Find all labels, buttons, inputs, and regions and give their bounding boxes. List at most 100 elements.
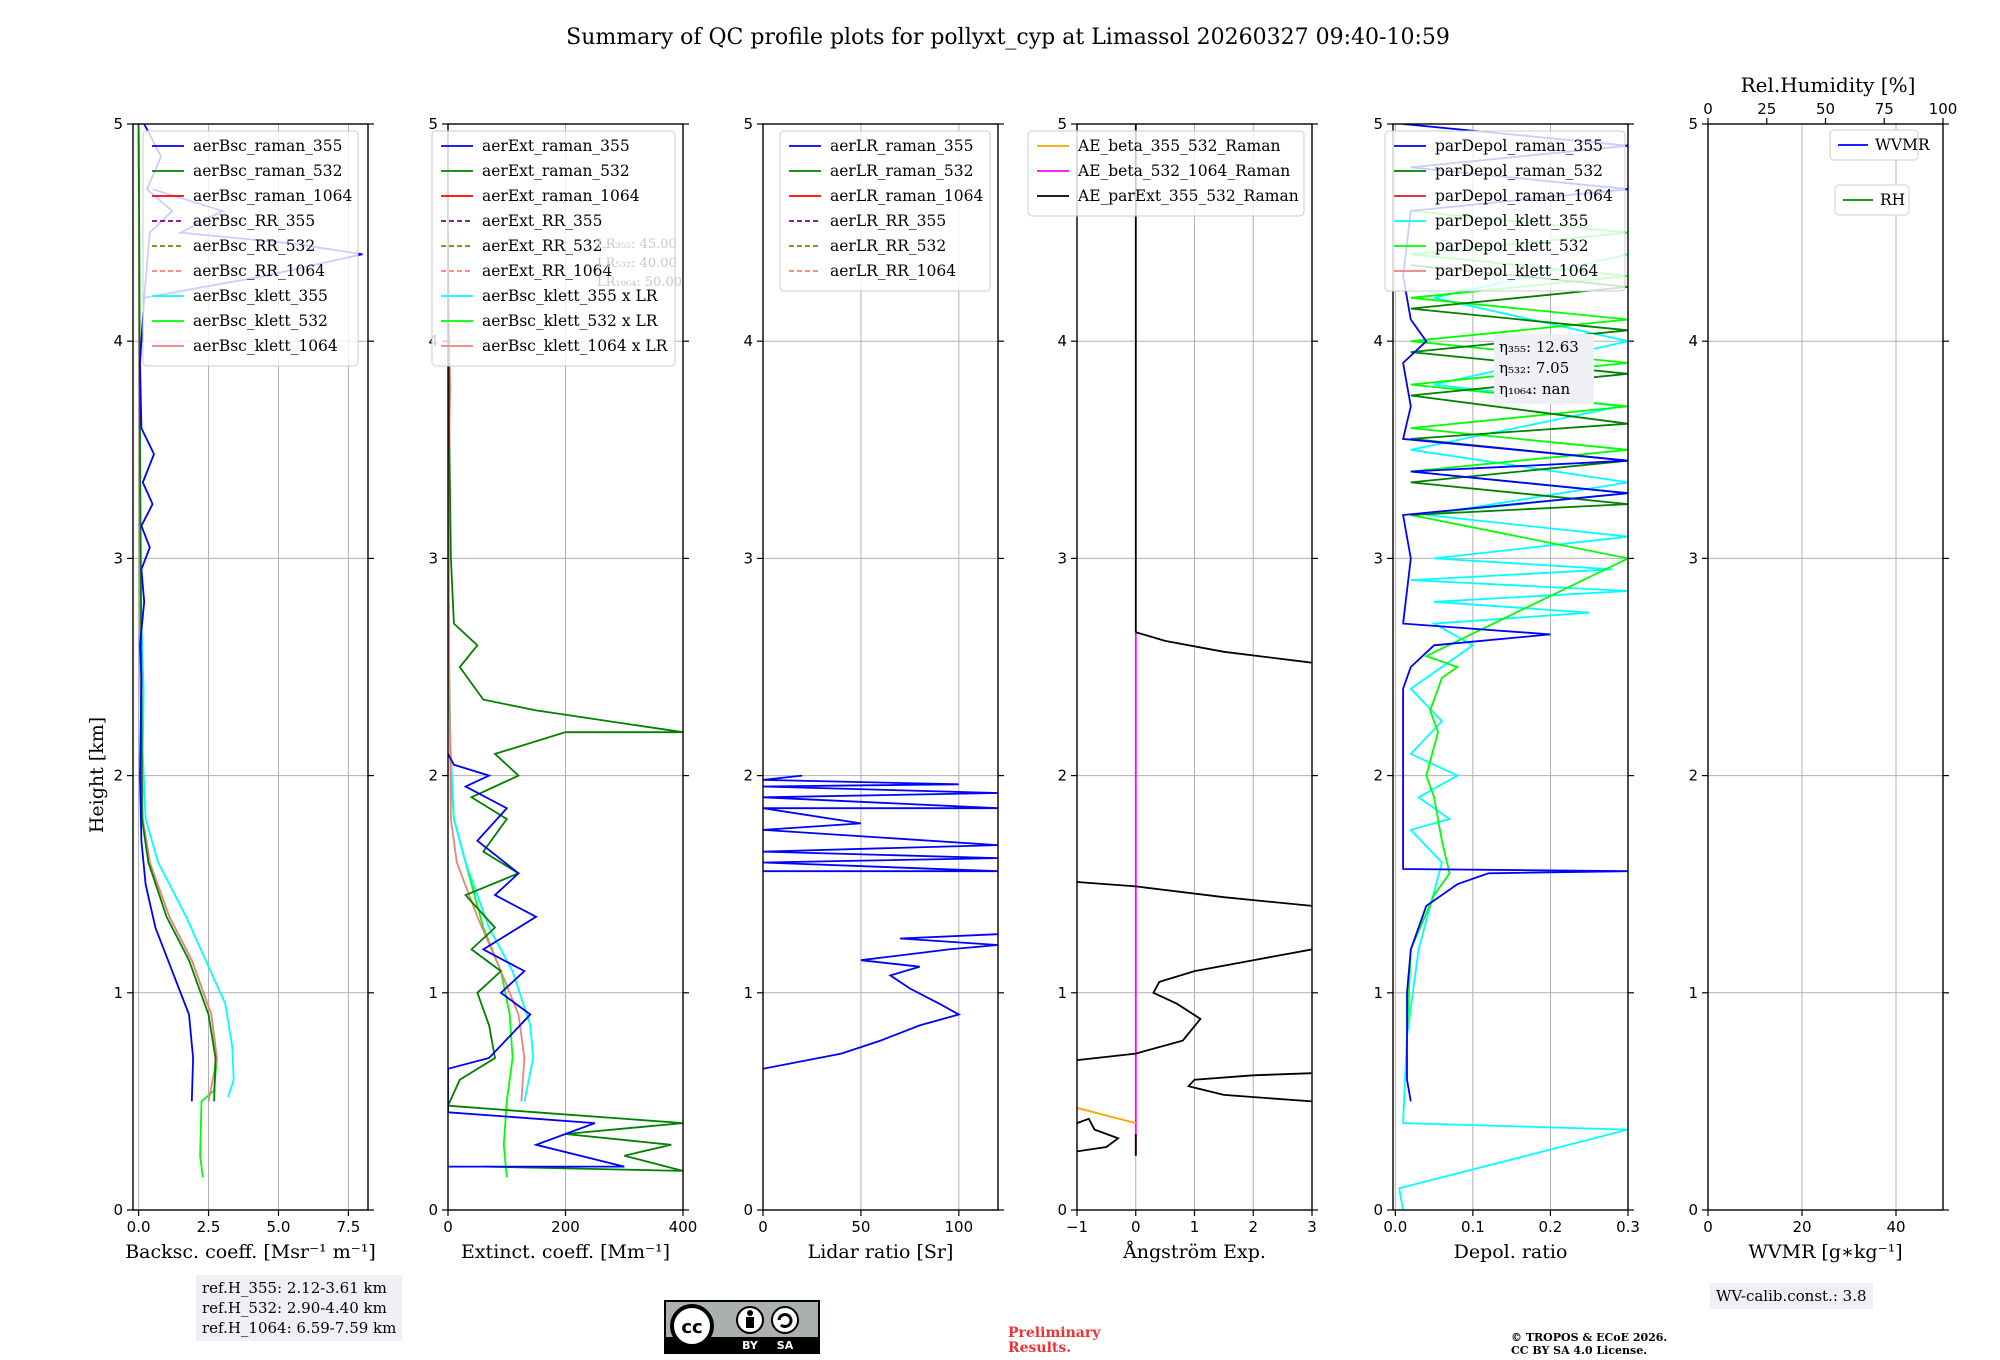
y-tick-label: 0: [113, 1201, 123, 1219]
y-tick-label: 2: [1057, 767, 1067, 785]
axes-frame: [132, 123, 369, 1211]
ref-height-1064: ref.H_1064: 6.59-7.59 km: [202, 1319, 397, 1337]
legend-box: [1027, 130, 1305, 217]
axes-frame: [762, 123, 999, 1211]
y-tick-label: 3: [113, 549, 123, 567]
ref-height-532: ref.H_532: 2.90-4.40 km: [202, 1299, 387, 1317]
x-axis-label: Backsc. coeff. [Msr⁻¹ m⁻¹]: [125, 1241, 376, 1263]
copyright-line-1: © TROPOS & ECoE 2026.: [1511, 1331, 1668, 1344]
axes-frame: [1392, 123, 1629, 1211]
copyright-line-2: CC BY SA 4.0 License.: [1511, 1344, 1648, 1357]
legend-label: aerBsc_RR_355: [193, 212, 315, 230]
y-tick-label: 0: [428, 1201, 438, 1219]
legend-label: aerBsc_klett_355 x LR: [482, 287, 659, 305]
legend-box: [779, 130, 991, 292]
x-tick-label: 40: [1886, 1218, 1905, 1236]
legend-label: aerLR_RR_1064: [830, 262, 956, 280]
series-line-AE_parExt_355_532_Raman_e: [1186, 1072, 1312, 1103]
legend-label: aerLR_raman_1064: [830, 187, 983, 205]
ref-height-355: ref.H_355: 2.12-3.61 km: [202, 1279, 387, 1297]
axes-frame: [1707, 123, 1944, 1211]
x-tick-label: 5.0: [267, 1218, 291, 1236]
series-group: [763, 774, 998, 1070]
legend-label: aerBsc_raman_1064: [193, 187, 353, 205]
y-tick-label: 2: [743, 767, 753, 785]
svg-text:cc: cc: [681, 1317, 702, 1338]
x-axis-label: WVMR [g∗kg⁻¹]: [1748, 1241, 1902, 1263]
y-tick-label: 2: [1688, 767, 1698, 785]
legend-label: AE_beta_355_532_Raman: [1077, 137, 1280, 155]
y-tick-label: 0: [743, 1201, 753, 1219]
y-tick-label: 1: [1688, 984, 1698, 1002]
y-tick-label: 3: [1373, 549, 1383, 567]
legend-box: [142, 130, 359, 367]
legend-label: AE_beta_532_1064_Raman: [1077, 162, 1290, 180]
y-tick-label: 2: [428, 767, 438, 785]
legend-label: aerBsc_RR_532: [193, 237, 315, 255]
x-tick-label: 0: [1131, 1218, 1141, 1236]
lr-annotation: LR₃₅₅: 45.00: [597, 237, 677, 252]
x-tick-label: 0.0: [1383, 1218, 1407, 1236]
x-tick-label: 400: [669, 1218, 698, 1236]
legend-label: parDepol_klett_355: [1435, 212, 1588, 230]
y-tick-label: 2: [1373, 767, 1383, 785]
y-tick-label: 0: [1057, 1201, 1067, 1219]
y-tick-label: 3: [743, 549, 753, 567]
x-axis-label: Extinct. coeff. [Mm⁻¹]: [461, 1241, 670, 1263]
x-tick-label: 200: [551, 1218, 580, 1236]
panel-3: 0 50 100 0 1 2 3 4 5 Lidar ratio [Sr] aerLR_raman_…: [743, 115, 1004, 1263]
lr-annotation: LR₁₀₆₄: 50.00: [597, 275, 682, 290]
eta-annotation: η₁₀₆₄: nan: [1499, 380, 1570, 398]
legend-label: parDepol_raman_355: [1435, 137, 1603, 155]
y-tick-label: 3: [1688, 549, 1698, 567]
series-line-AE_beta_355_532_Raman: [1077, 1107, 1137, 1124]
panel-5: 0.0 0.1 0.2 0.3 0 1 2 3 4 5 Depol. ratio parDepol_r…: [1373, 115, 1639, 1263]
y-tick-label: 5: [743, 115, 753, 133]
legend-label: aerLR_raman_355: [830, 137, 973, 155]
wv-calib-box: WV-calib.const.: 3.8: [1710, 1283, 1873, 1309]
legend-label: aerExt_raman_532: [482, 162, 630, 180]
x-axis-label: Depol. ratio: [1454, 1241, 1568, 1263]
cc-logo-icon: cc BY SA: [666, 1304, 818, 1352]
y-axis-label: Height [km]: [86, 717, 108, 833]
eta-annotation: η₅₃₂: 7.05: [1499, 359, 1569, 377]
x-tick-label: 0: [1703, 1218, 1713, 1236]
panel-2: 0200400012345Extinct. coeff. [Mm⁻¹]aerEx…: [428, 115, 697, 1263]
legend-label: aerBsc_klett_532 x LR: [482, 312, 659, 330]
y-tick-label: 4: [1057, 332, 1067, 350]
cc-by-sa-badge: cc BY SA: [664, 1300, 820, 1354]
legend-label: aerLR_raman_532: [830, 162, 973, 180]
y-tick-label: 5: [1373, 115, 1383, 133]
top-tick-label: 0: [1703, 100, 1713, 118]
series-group: [1077, 124, 1312, 1156]
series-line-AE_parExt_355_532_Raman_f: [1077, 1117, 1120, 1153]
x-axis-label: Lidar ratio [Sr]: [808, 1241, 954, 1263]
lr-annotation: LR₅₃₂: 40.00: [597, 256, 677, 271]
eta-box: [1494, 334, 1594, 404]
series-line-aerExt_raman_532: [448, 341, 683, 1172]
series-line-aerLR_raman_355_upper: [763, 774, 998, 873]
y-tick-label: 1: [1057, 984, 1067, 1002]
legend-label: aerExt_raman_355: [482, 137, 630, 155]
legend-label: WVMR: [1875, 136, 1931, 154]
legend-label: aerBsc_klett_1064: [193, 337, 338, 355]
eta-annotation: η₃₅₅: 12.63: [1499, 338, 1579, 356]
x-tick-label: 0.1: [1461, 1218, 1485, 1236]
y-tick-label: 1: [743, 984, 753, 1002]
x-tick-label: 0.2: [1539, 1218, 1563, 1236]
y-tick-label: 1: [428, 984, 438, 1002]
x-tick-label: 0.3: [1616, 1218, 1640, 1236]
x-tick-label: 3: [1307, 1218, 1317, 1236]
legend-label: aerBsc_klett_1064 x LR: [482, 337, 669, 355]
legend-label: aerExt_RR_1064: [482, 262, 613, 280]
x-tick-label: 2: [1248, 1218, 1258, 1236]
preliminary-line-2: Results.: [1008, 1340, 1072, 1356]
series-line-aerBsc_klett_532 x LR: [448, 232, 514, 1178]
y-tick-label: 1: [113, 984, 123, 1002]
figure-title: Summary of QC profile plots for pollyxt_…: [566, 25, 1450, 50]
legend-box: [431, 130, 676, 367]
legend-label: aerBsc_RR_1064: [193, 262, 325, 280]
legend-box: [1384, 130, 1626, 292]
legend-label: aerBsc_klett_532: [193, 312, 328, 330]
